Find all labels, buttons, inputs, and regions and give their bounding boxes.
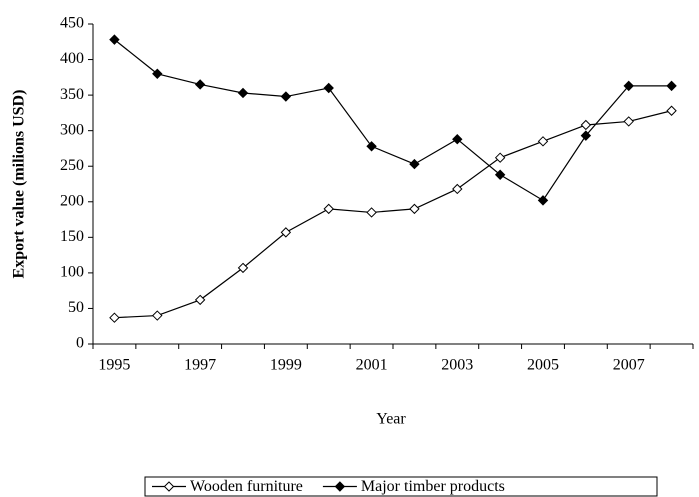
y-tick-label: 400 (60, 50, 84, 67)
data-point (580, 130, 592, 141)
x-axis-label: Year (376, 411, 406, 428)
data-point (323, 203, 334, 215)
data-point (194, 294, 206, 306)
data-point (494, 169, 506, 180)
data-point (452, 183, 463, 195)
data-point (666, 80, 677, 92)
y-tick-label: 150 (60, 228, 84, 245)
x-tick-label: 1995 (98, 357, 130, 374)
data-point (623, 116, 634, 127)
x-tick-label: 1999 (270, 357, 302, 374)
legend-label: Wooden furniture (190, 478, 303, 495)
data-point (366, 207, 377, 218)
legend-label: Major timber products (361, 478, 505, 495)
data-point (494, 152, 506, 163)
data-point (409, 203, 420, 215)
y-tick-label: 350 (60, 86, 84, 103)
data-point (237, 87, 249, 99)
data-point (237, 262, 249, 274)
data-point (452, 133, 463, 145)
legend-marker (334, 481, 346, 492)
x-tick-label: 2001 (356, 357, 388, 374)
y-axis-label: Export value (milions USD) (11, 90, 28, 279)
series-line (114, 39, 672, 202)
y-tick-label: 250 (60, 157, 84, 174)
y-tick-label: 50 (68, 299, 84, 316)
data-point (323, 82, 334, 94)
y-tick-label: 0 (76, 335, 84, 352)
x-tick-label: 2003 (441, 357, 473, 374)
series-line (114, 110, 672, 319)
legend-marker (163, 481, 175, 492)
x-tick-label: 1997 (184, 357, 216, 374)
x-tick-label: 2007 (613, 357, 645, 374)
data-point (537, 195, 549, 206)
data-point (109, 312, 120, 323)
data-point (580, 119, 592, 131)
data-point (109, 34, 120, 45)
data-point (623, 80, 634, 92)
data-point (280, 91, 292, 102)
data-point (152, 68, 163, 79)
data-point (194, 79, 206, 90)
x-tick-label: 2005 (527, 357, 559, 374)
data-point (666, 105, 677, 116)
y-tick-label: 100 (60, 264, 84, 281)
data-point (280, 227, 292, 238)
data-point (537, 136, 549, 147)
y-tick-label: 300 (60, 121, 84, 138)
y-tick-label: 450 (60, 15, 84, 32)
data-point (152, 310, 163, 321)
legend-box (144, 476, 658, 497)
y-tick-label: 200 (60, 192, 84, 209)
data-point (409, 158, 420, 170)
data-point (366, 141, 377, 152)
